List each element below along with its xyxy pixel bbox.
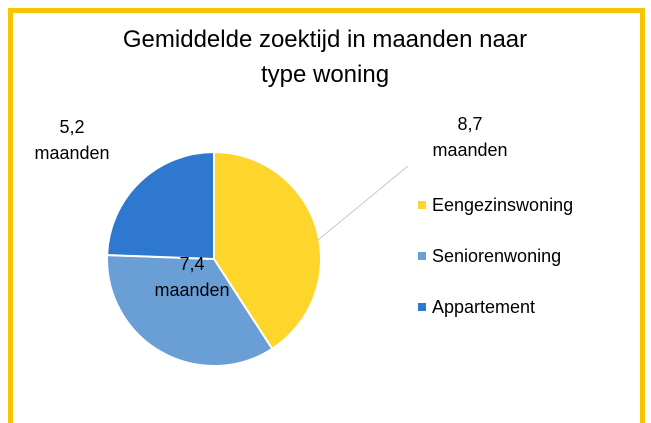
- chart-frame: [8, 8, 645, 423]
- chart-title: Gemiddelde zoektijd in maanden naar type…: [122, 26, 528, 88]
- legend-label: Appartement: [432, 297, 535, 317]
- data-label: 7,4 maanden: [154, 254, 229, 300]
- legend-swatch: [418, 303, 426, 311]
- pie-slice: [106, 150, 215, 261]
- legend-swatch: [418, 252, 426, 260]
- leader-line: [317, 165, 409, 241]
- page: {"chart_data": {"type": "pie", "title": …: [8, 8, 645, 423]
- legend-swatch: [418, 201, 426, 209]
- chart: 8,7 maanden 7,4 maanden 5,2 maanden Eengezinsw…: [34, 114, 573, 367]
- legend-label: Seniorenwoning: [432, 246, 561, 266]
- data-label: 5,2 maanden: [34, 117, 109, 163]
- data-label: 8,7 maanden: [432, 114, 507, 160]
- legend-label: Eengezinswoning: [432, 195, 573, 215]
- pie-slice: [106, 254, 274, 367]
